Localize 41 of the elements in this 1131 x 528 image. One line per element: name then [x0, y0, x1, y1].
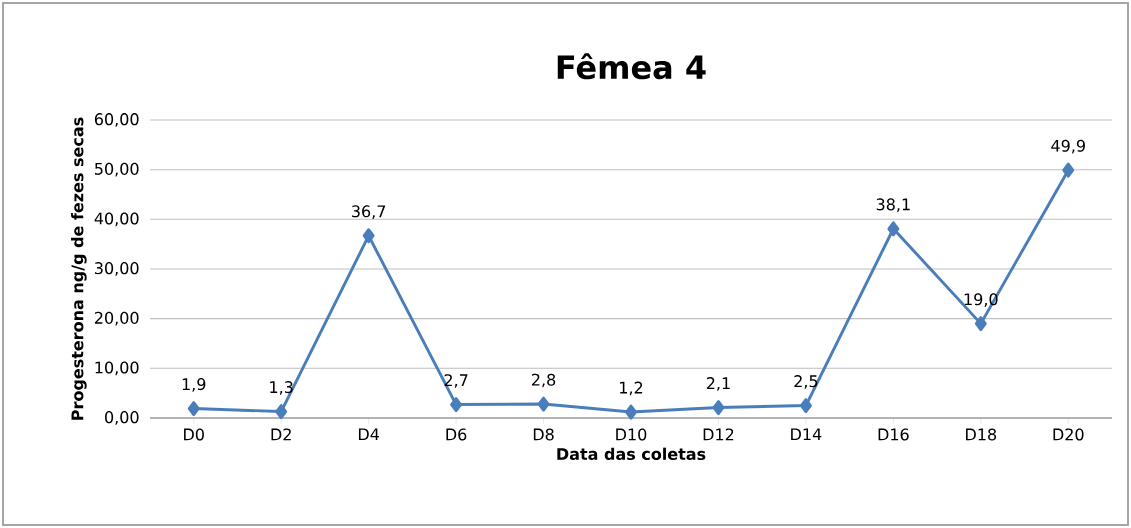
- data-label: 1,3: [270, 381, 293, 395]
- data-label: 2,1: [706, 377, 730, 391]
- data-label: 49,9: [1051, 139, 1085, 154]
- point: [974, 316, 987, 332]
- x-tick-label: D8: [533, 428, 554, 441]
- x-tick-label: D16: [878, 428, 909, 441]
- point: [625, 404, 637, 420]
- x-tick-label: D12: [703, 428, 734, 441]
- data-label: 36,7: [352, 205, 386, 219]
- x-tick-label: D0: [184, 428, 204, 441]
- point: [450, 397, 463, 413]
- chart-title: Fêmea 4: [557, 53, 706, 80]
- x-axis-title: Data das coletas: [557, 447, 706, 461]
- x-tick-label: D18: [966, 428, 997, 441]
- x-tick-label: D20: [1053, 428, 1084, 441]
- y-tick-label: 0,00: [105, 411, 139, 425]
- data-label: 2,7: [444, 374, 468, 388]
- x-tick-label: D4: [358, 428, 379, 441]
- y-tick-label: 30,00: [95, 262, 139, 276]
- y-tick-label: 10,00: [95, 361, 139, 376]
- data-label: 1,9: [182, 378, 206, 392]
- y-axis-title: Progesterona ng/g de fezes secas: [71, 117, 87, 420]
- x-tick-label: D14: [791, 428, 822, 441]
- point: [712, 400, 725, 416]
- y-tick-label: 40,00: [94, 212, 139, 227]
- data-label: 2,8: [532, 373, 556, 388]
- x-tick-label: D2: [271, 428, 291, 441]
- point: [362, 228, 375, 244]
- point: [275, 404, 288, 419]
- point: [1062, 162, 1075, 178]
- point: [187, 401, 200, 417]
- x-tick-label: D10: [616, 428, 647, 441]
- data-label: 38,1: [876, 198, 910, 213]
- y-tick-label: 20,00: [94, 311, 139, 326]
- point: [537, 396, 550, 412]
- x-tick-label: D6: [446, 428, 467, 441]
- y-tick-label: 50,00: [95, 162, 139, 177]
- point: [799, 398, 812, 414]
- point: [887, 221, 900, 237]
- data-label: 1,2: [620, 381, 643, 396]
- y-tick-label: 60,00: [94, 113, 139, 127]
